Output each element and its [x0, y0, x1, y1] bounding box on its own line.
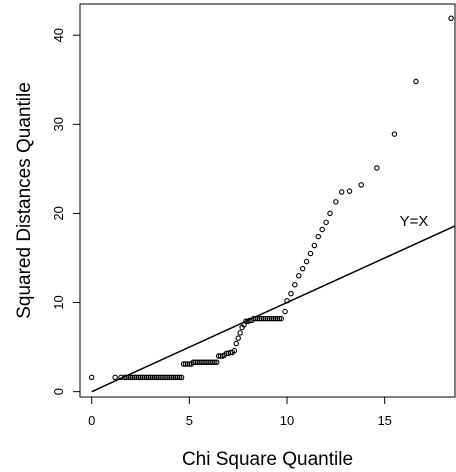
data-point — [346, 188, 353, 194]
data-point — [374, 165, 380, 171]
data-point — [358, 182, 364, 188]
data-point — [176, 374, 183, 381]
x-tick-label: 0 — [88, 413, 95, 428]
data-point — [288, 290, 294, 297]
data-point — [284, 298, 290, 304]
y-tick-label: 30 — [51, 117, 66, 131]
data-point — [338, 189, 345, 195]
data-point — [307, 250, 314, 257]
y-tick-label: 40 — [51, 28, 66, 42]
data-point — [303, 258, 310, 265]
data-point — [333, 199, 339, 205]
x-tick-label: 10 — [280, 413, 294, 428]
reference-line-label: Y=X — [400, 213, 429, 230]
plot-marks — [88, 15, 456, 393]
data-point — [276, 315, 282, 322]
data-point — [178, 374, 185, 381]
data-point — [295, 273, 302, 279]
plot-frame — [79, 3, 456, 398]
y-axis-title: Squared Distances Quantile — [14, 82, 35, 319]
data-point — [233, 340, 240, 347]
data-point — [112, 374, 118, 381]
data-point — [237, 330, 243, 336]
data-point — [311, 242, 318, 249]
axes: 0 5 10 15 0 10 20 30 40 — [51, 28, 392, 428]
data-point — [212, 359, 218, 365]
data-point — [327, 210, 333, 217]
data-point — [292, 281, 298, 288]
data-point — [299, 265, 306, 272]
data-point — [448, 15, 454, 22]
data-point — [213, 359, 220, 365]
data-point — [235, 335, 241, 341]
data-point — [231, 347, 238, 354]
x-axis-title: Chi Square Quantile — [182, 449, 353, 470]
data-point — [282, 308, 288, 315]
reference-line — [91, 225, 456, 393]
x-tick-label: 15 — [377, 413, 391, 428]
x-tick-label: 5 — [186, 413, 193, 428]
data-point — [278, 315, 284, 322]
y-tick-label: 20 — [51, 206, 66, 220]
y-tick-label: 0 — [51, 388, 66, 395]
data-point — [319, 226, 325, 233]
data-point — [391, 131, 398, 137]
data-point — [413, 78, 419, 85]
y-tick-label: 10 — [51, 295, 66, 309]
data-point — [315, 233, 322, 240]
data-point — [88, 374, 95, 381]
data-point — [323, 219, 329, 226]
